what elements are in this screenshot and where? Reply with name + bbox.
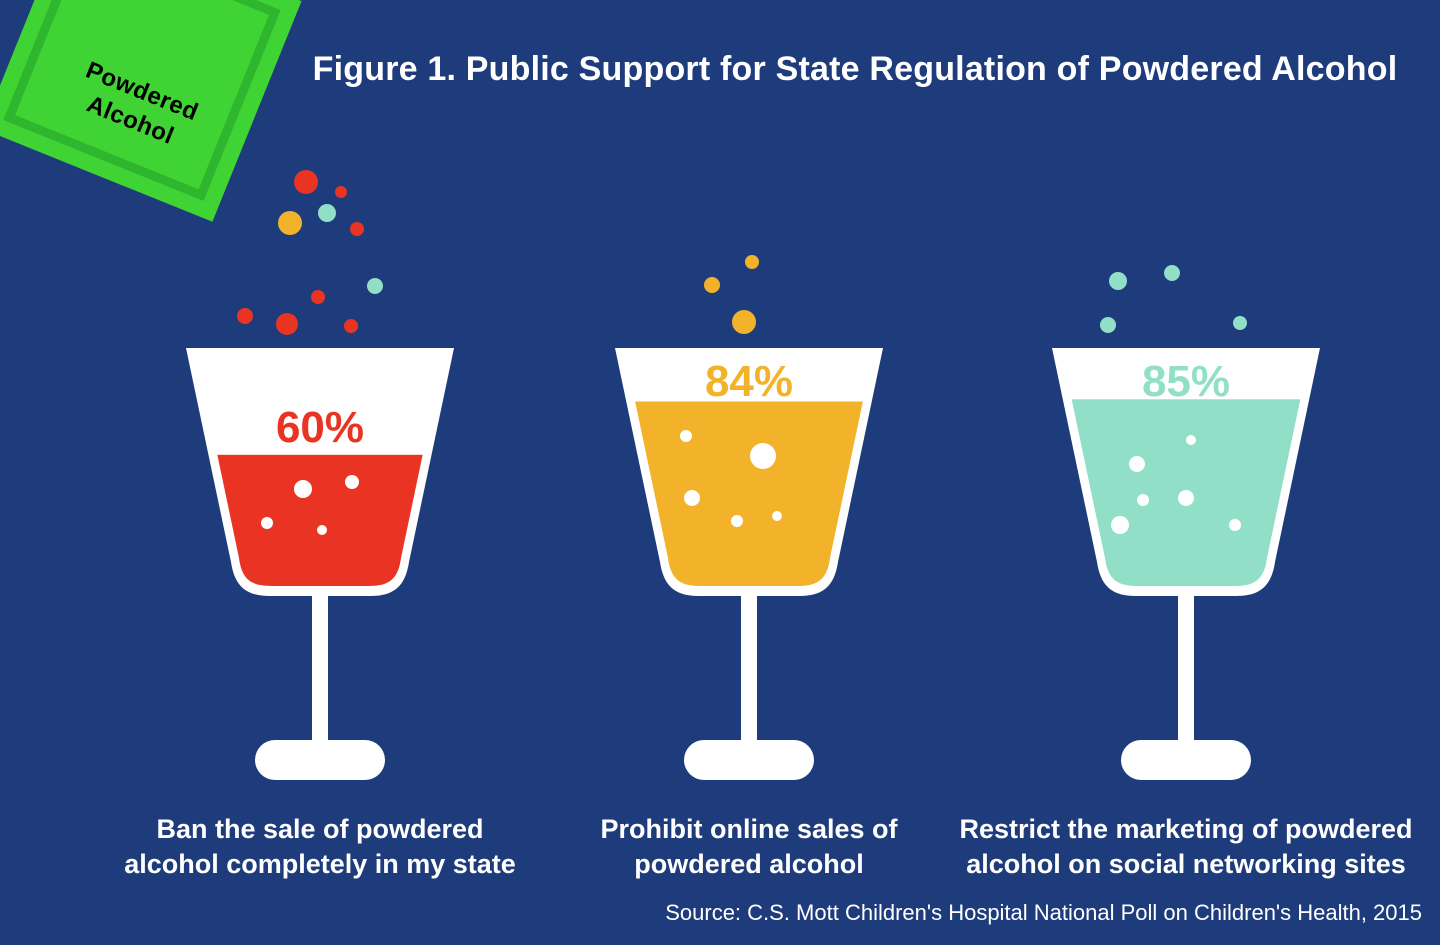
- wine-glass-icon: [615, 348, 883, 780]
- glass-prohibit-online-sales: 84% Prohibit online sales of powdered al…: [600, 346, 898, 945]
- category-label: Ban the sale of powdered alcohol complet…: [124, 814, 516, 880]
- powder-dot: [237, 308, 253, 324]
- powder-dot: [732, 310, 756, 334]
- powder-dot: [335, 186, 347, 198]
- category-label: Restrict the marketing of powdered alcoh…: [959, 814, 1413, 880]
- powder-dot: [278, 211, 302, 235]
- percent-value: 85%: [1141, 357, 1231, 406]
- source-note: Source: C.S. Mott Children's Hospital Na…: [665, 900, 1422, 925]
- powder-dot: [318, 204, 336, 222]
- wine-glass-icon: [1052, 348, 1320, 780]
- glass-ban-sale: 60% Ban the sale of powdered alcohol com…: [124, 346, 516, 945]
- powder-dot: [1109, 272, 1127, 290]
- powder-dot: [344, 319, 358, 333]
- powder-dot: [294, 170, 318, 194]
- powder-dot: [350, 222, 364, 236]
- powder-dot: [276, 313, 298, 335]
- powder-dot: [1100, 317, 1116, 333]
- wine-glass-icon: [186, 348, 454, 780]
- percent-value: 60%: [275, 403, 365, 452]
- percent-value: 84%: [704, 357, 794, 406]
- powder-dot: [1164, 265, 1180, 281]
- figure-title: Figure 1. Public Support for State Regul…: [312, 50, 1398, 88]
- powder-dot: [745, 255, 759, 269]
- powder-dot: [367, 278, 383, 294]
- category-label: Prohibit online sales of powdered alcoho…: [600, 814, 898, 880]
- powdered-alcohol-packet: Powdered Alcohol: [0, 0, 302, 222]
- powder-dot: [1233, 316, 1247, 330]
- powder-dot: [311, 290, 325, 304]
- powder-dot: [704, 277, 720, 293]
- glass-restrict-marketing: 85% Restrict the marketing of powdered a…: [959, 346, 1413, 945]
